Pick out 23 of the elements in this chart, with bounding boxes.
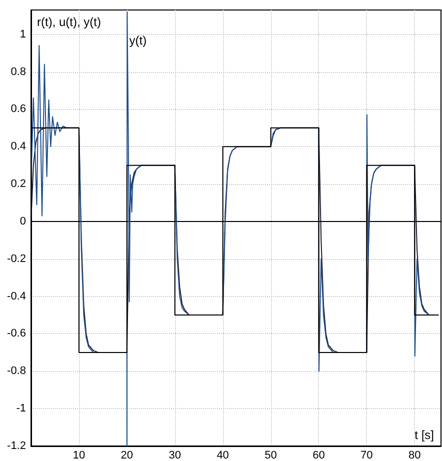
x-axis-title: t [s] bbox=[414, 428, 434, 442]
y-tick-label: -0.2 bbox=[7, 252, 26, 265]
x-tick-label: 80 bbox=[408, 450, 421, 461]
y-tick-label: -0.8 bbox=[7, 365, 26, 378]
x-tick-label: 60 bbox=[312, 450, 325, 461]
x-tick-label: 50 bbox=[264, 450, 277, 461]
y-tick-label: -0.6 bbox=[7, 328, 26, 340]
x-tick-label: 40 bbox=[216, 450, 229, 461]
y-tick-label: 0 bbox=[20, 215, 26, 228]
y-tick-label: -1 bbox=[16, 402, 26, 415]
x-tick-label: 30 bbox=[168, 450, 181, 461]
x-tick-label: 70 bbox=[360, 450, 373, 461]
y-axis-title: r(t), u(t), y(t) bbox=[37, 15, 101, 29]
y-tick-label: 0.2 bbox=[10, 178, 26, 190]
y-tick-label: -1.2 bbox=[7, 440, 26, 452]
y-tick-label: 0.8 bbox=[10, 66, 26, 78]
y-tick-label: 0.6 bbox=[10, 103, 26, 116]
annotation: y(t) bbox=[129, 33, 147, 48]
y-tick-label: 0.4 bbox=[10, 140, 26, 153]
x-tick-label: 10 bbox=[72, 450, 86, 461]
x-tick-label: 20 bbox=[120, 450, 134, 461]
y-tick-label: 1 bbox=[20, 28, 26, 40]
y-tick-label: -0.4 bbox=[7, 290, 26, 302]
